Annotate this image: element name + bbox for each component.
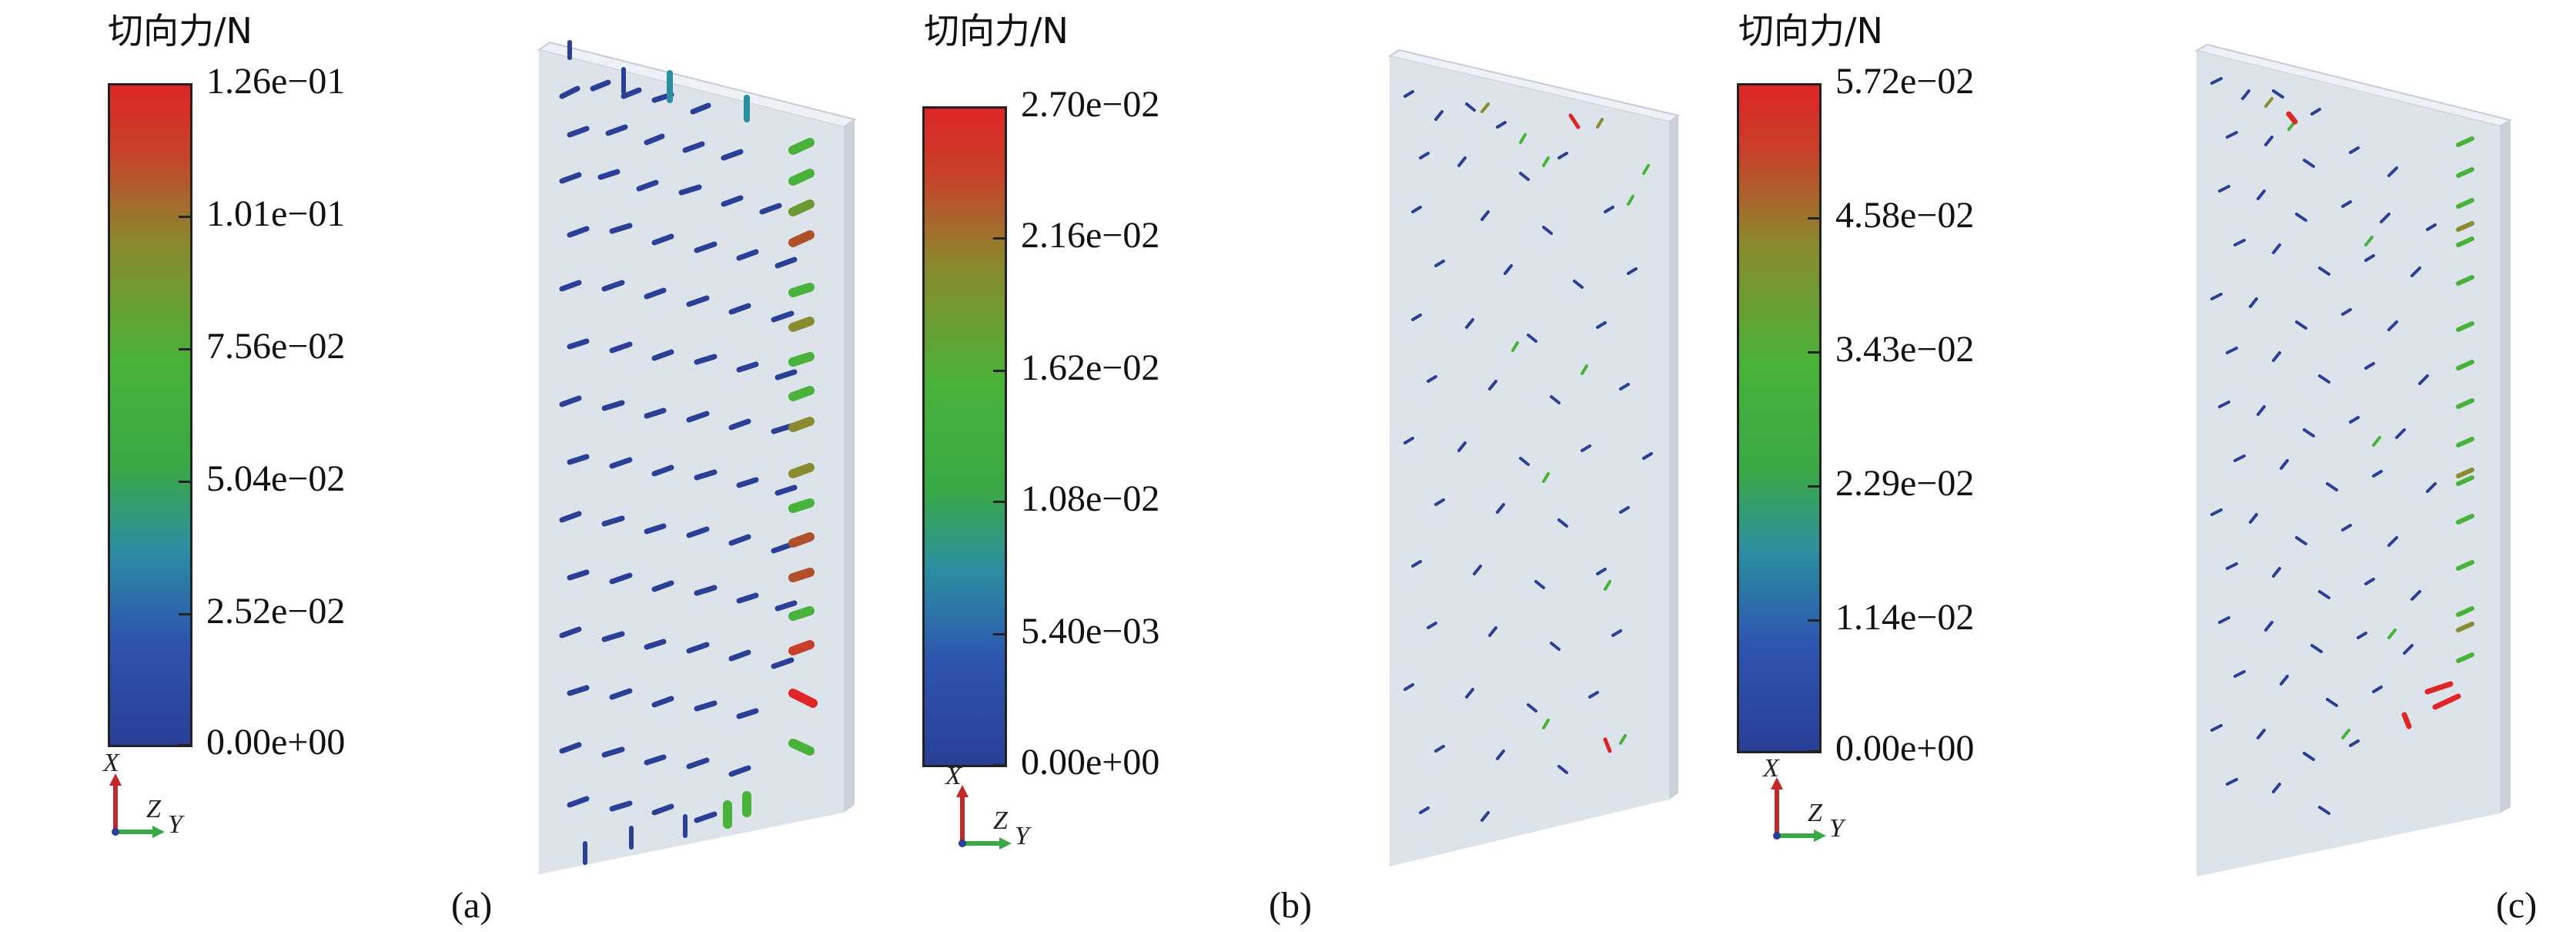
- colorbar-tick: [993, 370, 1007, 372]
- axis-label-y: Y: [1015, 822, 1029, 850]
- axis-label-z: Z: [1808, 799, 1822, 827]
- axis-arrows: [109, 773, 165, 838]
- colorbar-title: 切向力/N: [1738, 10, 1883, 52]
- panel-label: (c): [2496, 885, 2538, 926]
- panel-b: 切向力/N 2.70e−02 2.16e−02 1.62e−02 1.08e−0…: [855, 0, 1681, 932]
- colorbar-tick-label: 3.43e−02: [1835, 329, 1975, 370]
- colorbar-tick-label: 1.62e−02: [1021, 347, 1160, 388]
- colorbar-tick-label: 7.56e−02: [206, 326, 346, 367]
- panel-c: 切向力/N 5.72e−02 4.58e−02 3.43e−02 2.29e−0…: [1671, 0, 2576, 932]
- colorbar-tick: [993, 633, 1007, 635]
- colorbar-tick-label: 5.40e−03: [1021, 611, 1160, 652]
- contact-force-markers: [2210, 77, 2474, 815]
- colorbar-tick: [993, 237, 1007, 240]
- colorbar-tick: [1808, 351, 1822, 354]
- colorbar-tick-label: 0.00e+00: [1021, 742, 1160, 783]
- colorbar-tick-label: 1.14e−02: [1835, 597, 1975, 638]
- axis-arrows: [1771, 777, 1826, 842]
- axis-arrows: [956, 785, 1012, 850]
- axis-label-x: X: [103, 749, 119, 777]
- panel-a: 切向力/N 1.26e−01 1.01e−01 7.56e−02 5.04e−0…: [0, 0, 857, 932]
- colorbar-tick: [1808, 750, 1822, 753]
- axis-label-x: X: [945, 762, 962, 790]
- axis-label-x: X: [1763, 754, 1779, 783]
- colorbar-tick: [993, 764, 1007, 766]
- colorbar-tick-label: 2.29e−02: [1835, 463, 1975, 504]
- colorbar-tick-label: 0.00e+00: [1835, 728, 1975, 769]
- colorbar-tick: [1808, 485, 1822, 488]
- colorbar-tick-label: 2.16e−02: [1021, 215, 1160, 256]
- colorbar-tick: [993, 106, 1007, 109]
- axis-label-z: Z: [146, 795, 161, 823]
- colorbar: [108, 83, 192, 747]
- colorbar: [1737, 83, 1822, 753]
- axis-triad: X Z Y: [945, 762, 1055, 851]
- colorbar-tick: [179, 613, 192, 615]
- axis-triad: X Z Y: [100, 749, 208, 840]
- colorbar-tick-label: 1.08e−02: [1021, 478, 1160, 519]
- colorbar-tick: [993, 501, 1007, 503]
- colorbar-title: 切向力/N: [924, 10, 1069, 52]
- colorbar-tick: [179, 348, 192, 350]
- particle-plate: [2194, 43, 2513, 877]
- axis-label-y: Y: [1829, 814, 1844, 843]
- colorbar-tick-label: 5.72e−02: [1835, 61, 1975, 102]
- particle-plate: [1387, 49, 1681, 867]
- colorbar-tick-label: 1.01e−01: [206, 193, 346, 234]
- colorbar-tick-label: 4.58e−02: [1835, 195, 1975, 236]
- colorbar-tick-label: 5.04e−02: [206, 458, 346, 499]
- colorbar-tick-label: 2.52e−02: [206, 591, 346, 632]
- colorbar-tick-label: 0.00e+00: [206, 722, 346, 763]
- axis-label-y: Y: [168, 810, 182, 839]
- colorbar-tick: [1808, 83, 1822, 85]
- colorbar-tick: [179, 744, 192, 746]
- panel-label: (a): [451, 885, 493, 926]
- colorbar-tick-label: 2.70e−02: [1021, 84, 1160, 125]
- colorbar-tick: [179, 481, 192, 483]
- colorbar-tick: [179, 216, 192, 218]
- colorbar-tick: [179, 83, 192, 85]
- axis-label-z: Z: [993, 806, 1008, 835]
- colorbar: [922, 106, 1007, 767]
- particle-plate: [537, 40, 857, 874]
- colorbar-tick: [1808, 217, 1822, 220]
- axis-triad: X Z Y: [1761, 754, 1869, 843]
- panel-label: (b): [1269, 885, 1312, 926]
- contact-force-markers: [559, 40, 818, 865]
- colorbar-tick-label: 1.26e−01: [206, 61, 346, 102]
- colorbar-tick: [1808, 619, 1822, 622]
- colorbar-title: 切向力/N: [108, 10, 253, 52]
- contact-force-markers: [1403, 90, 1653, 822]
